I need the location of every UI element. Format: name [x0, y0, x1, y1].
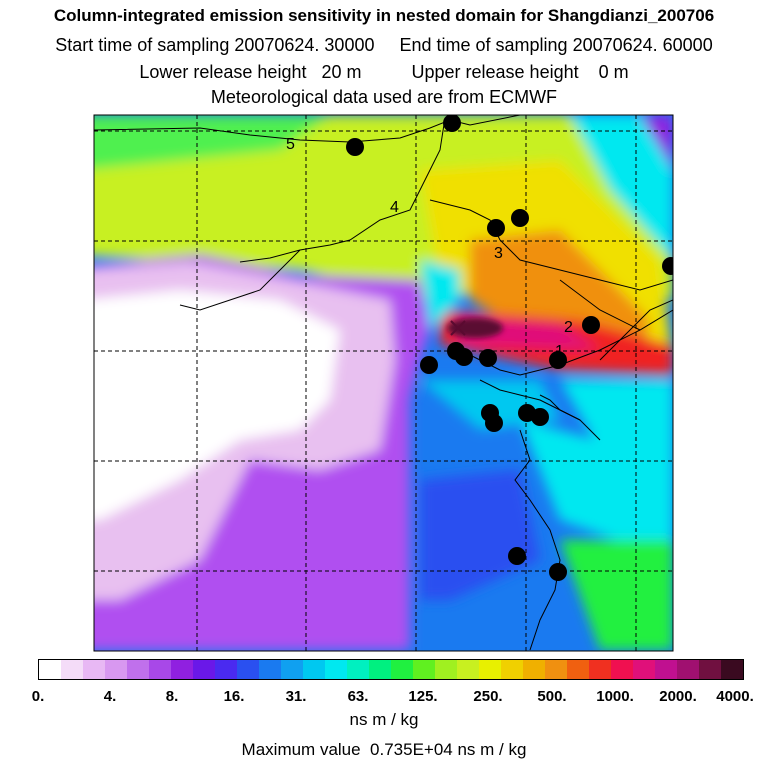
- colorbar-segment: [633, 660, 655, 679]
- colorbar-unit: ns m / kg: [349, 710, 419, 729]
- colorbar-segment: [721, 660, 743, 679]
- trajectory-label-5: 5: [286, 136, 295, 153]
- colorbar-segment: [435, 660, 457, 679]
- colorbar-segment: [171, 660, 193, 679]
- colorbar-segment: [303, 660, 325, 679]
- colorbar-segment: [127, 660, 149, 679]
- colorbar-tick-label: 2000.: [659, 688, 697, 705]
- colorbar-segment: [105, 660, 127, 679]
- colorbar-tick-label: 125.: [408, 688, 438, 705]
- sampling-time-line: Start time of sampling 20070624. 30000 E…: [55, 35, 713, 55]
- colorbar-segment: [545, 660, 567, 679]
- colorbar-segment: [699, 660, 721, 679]
- colorbar-segment: [83, 660, 105, 679]
- map-title: Column-integrated emission sensitivity i…: [53, 6, 715, 25]
- map-field: [94, 115, 673, 651]
- colorbar-segment: [149, 660, 171, 679]
- colorbar-tick-label: 4.: [103, 688, 117, 705]
- colorbar-tick-label: 63.: [347, 688, 369, 705]
- colorbar-tick-label: 8.: [165, 688, 179, 705]
- trajectory-label-4: 4: [390, 199, 399, 216]
- colorbar-segment: [237, 660, 259, 679]
- release-site-marker: [450, 320, 466, 336]
- colorbar-segment: [589, 660, 611, 679]
- colorbar-segment: [457, 660, 479, 679]
- trajectory-points: [346, 115, 673, 581]
- colorbar-tick-label: 31.: [285, 688, 307, 705]
- colorbar-segment: [567, 660, 589, 679]
- trajectory-label-3: 3: [494, 245, 503, 262]
- colorbar-tick-label: 0.: [31, 688, 45, 705]
- colorbar-segment: [611, 660, 633, 679]
- colorbar-tick-label: 500.: [537, 688, 567, 705]
- colorbar-segment: [39, 660, 61, 679]
- colorbar-segment: [501, 660, 523, 679]
- maximum-value-label: Maximum value 0.735E+04 ns m / kg: [241, 740, 527, 759]
- colorbar-segment: [523, 660, 545, 679]
- colorbar-segment: [369, 660, 391, 679]
- colorbar-tick-label: 250.: [473, 688, 503, 705]
- colorbar-segment: [655, 660, 677, 679]
- colorbar-segment: [61, 660, 83, 679]
- colorbar-tick-label: 1000.: [596, 688, 634, 705]
- colorbar-segment: [677, 660, 699, 679]
- colorbar-segment: [413, 660, 435, 679]
- colorbar-segment: [281, 660, 303, 679]
- colorbar-segment: [259, 660, 281, 679]
- colorbar-segment: [325, 660, 347, 679]
- map-frame: [93, 114, 674, 652]
- colorbar-tick-label: 16.: [223, 688, 245, 705]
- colorbar-segment: [215, 660, 237, 679]
- colorbar-segment: [479, 660, 501, 679]
- trajectory-label-1: 1: [555, 343, 564, 360]
- colorbar: [38, 659, 744, 680]
- colorbar-segment: [193, 660, 215, 679]
- met-data-line: Meteorological data used are from ECMWF: [210, 87, 558, 107]
- release-height-line: Lower release height 20 m Upper release …: [139, 62, 629, 82]
- colorbar-tick-label: 4000.: [716, 688, 754, 705]
- colorbar-segment: [391, 660, 413, 679]
- trajectory-label-2: 2: [564, 319, 573, 336]
- colorbar-segment: [347, 660, 369, 679]
